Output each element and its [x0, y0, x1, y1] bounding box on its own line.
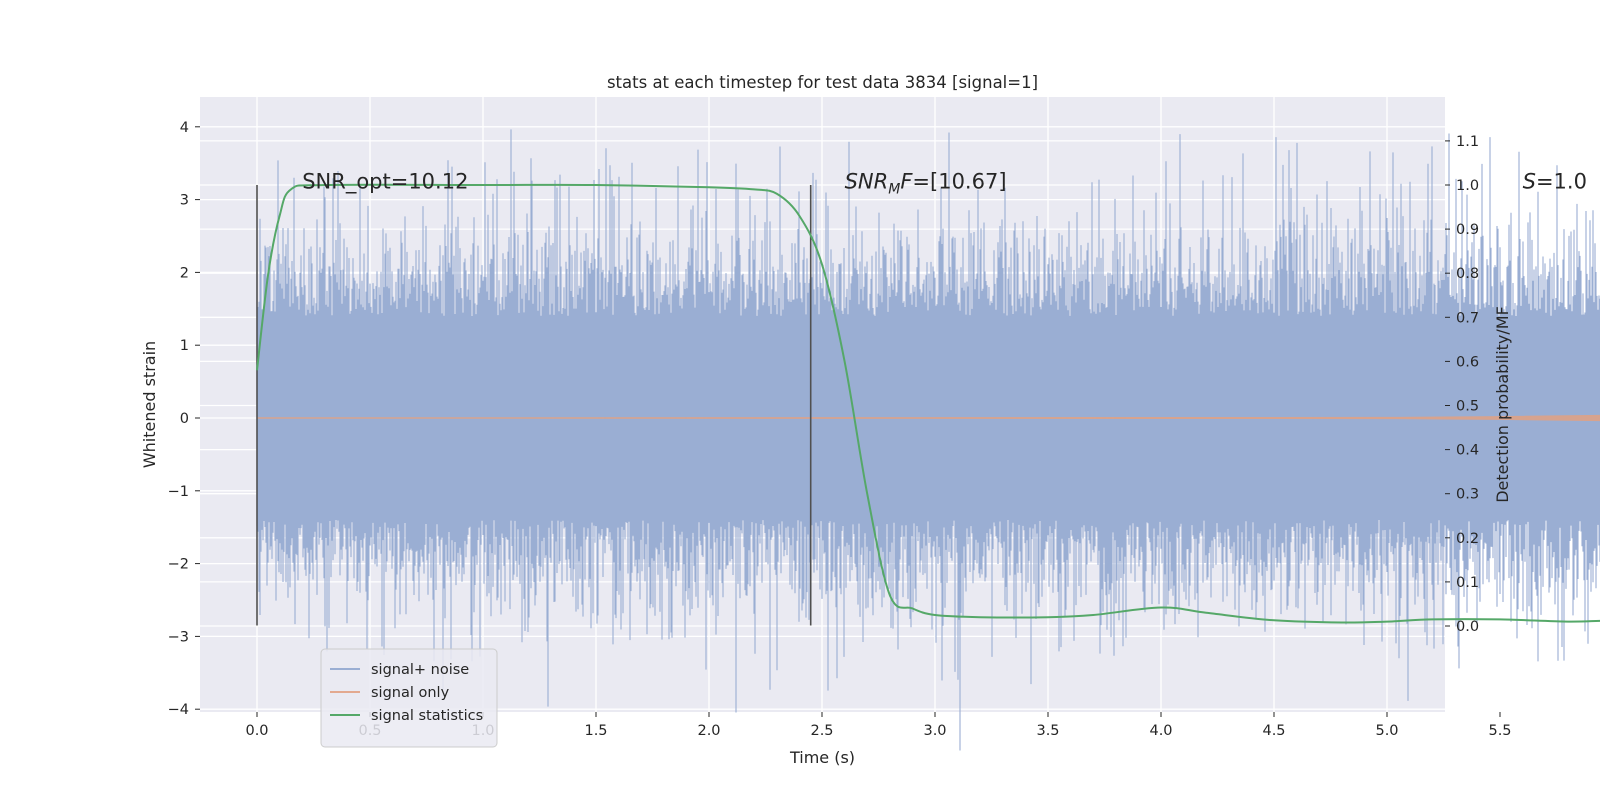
y-tick-label-2: 2 [180, 265, 189, 281]
series-signal-only [256, 414, 1600, 422]
y2-tick-label-0: 1.1 [1456, 134, 1479, 150]
y-tick-label-8: −4 [168, 702, 189, 718]
y-tick-label-0: 4 [180, 120, 189, 136]
y2-axis-label: Detection probability/MF [1493, 306, 1512, 503]
legend-label-0: signal+ noise [371, 662, 469, 678]
y2-tick-label-5: 0.6 [1456, 354, 1479, 370]
y2-tick-label-9: 0.2 [1456, 531, 1479, 547]
y2-tick-label-10: 0.1 [1456, 575, 1479, 591]
y-tick-label-1: 3 [180, 193, 189, 209]
x-tick-label-3: 1.5 [584, 723, 607, 739]
y2-tick-label-8: 0.3 [1456, 487, 1479, 503]
y-tick-label-5: −1 [168, 484, 189, 500]
y-tick-label-6: −2 [168, 557, 189, 573]
x-tick-label-9: 4.5 [1262, 723, 1285, 739]
series-signal-statistics [256, 183, 1600, 624]
x-axis-label: Time (s) [789, 748, 855, 767]
x-tick-label-11: 5.5 [1488, 723, 1511, 739]
vertical-markers [256, 185, 812, 626]
y2-tick-label-3: 0.8 [1456, 266, 1479, 282]
x-tick-label-4: 2.0 [697, 723, 720, 739]
annotation-1: SNRMF=[10.67] [845, 169, 1007, 197]
x-tick-label-8: 4.0 [1149, 723, 1172, 739]
annotation-2: S=1.0 [1523, 169, 1587, 193]
annotation-0: SNR_opt=10.12 [302, 169, 468, 194]
y2-tick-label-4: 0.7 [1456, 310, 1479, 326]
y-tick-label-7: −3 [168, 629, 189, 645]
y-axis-label: Whitened strain [140, 341, 159, 468]
legend-box [320, 648, 498, 748]
x-tick-label-0: 0.0 [245, 723, 268, 739]
y-tick-label-3: 1 [180, 338, 189, 354]
y2-tick-label-1: 1.0 [1456, 178, 1479, 194]
y2-tick-label-2: 0.9 [1456, 222, 1479, 238]
y2-tick-label-11: 0.0 [1456, 619, 1479, 635]
chart-title: stats at each timestep for test data 383… [607, 73, 1038, 92]
axes: 0.00.51.01.52.02.53.03.54.04.55.05.56.06… [168, 120, 1512, 739]
legend: signal+ noise signal only signal statistic… [320, 648, 498, 748]
x-tick-label-7: 3.5 [1036, 723, 1059, 739]
legend-label-1: signal only [371, 685, 450, 701]
y2-tick-label-6: 0.5 [1456, 399, 1479, 415]
x-tick-label-6: 3.0 [923, 723, 946, 739]
x-tick-label-5: 2.5 [810, 723, 833, 739]
y2-tick-label-7: 0.4 [1456, 443, 1479, 459]
x-tick-label-10: 5.0 [1375, 723, 1398, 739]
y-tick-label-4: 0 [180, 411, 189, 427]
legend-label-2: signal statistics [371, 708, 483, 724]
signal-statistics-line [256, 183, 1600, 624]
